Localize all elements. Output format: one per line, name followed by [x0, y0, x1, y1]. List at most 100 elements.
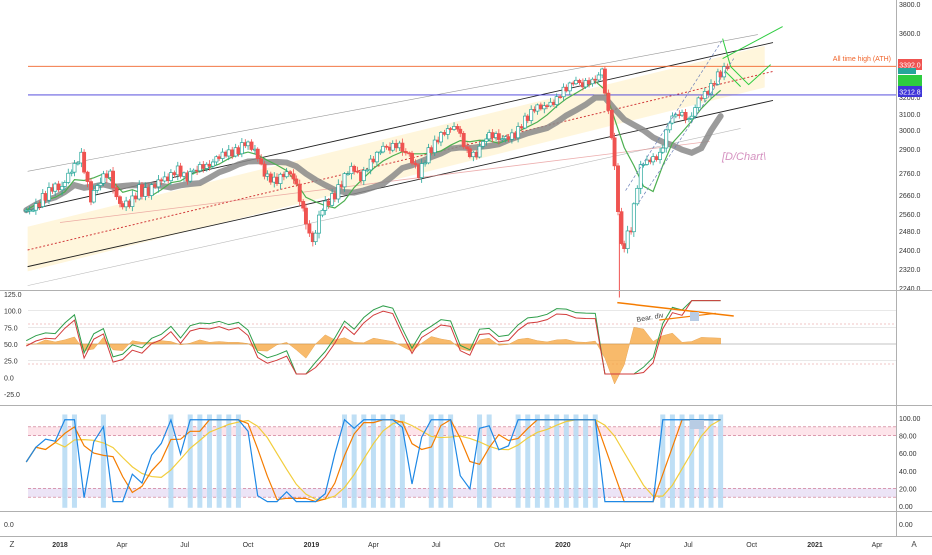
ath-price-badge-text: 3392.0 [899, 63, 921, 70]
stoch-highlight-bar [525, 414, 531, 508]
candle-down [413, 162, 418, 166]
price-tick-label: 2320.0 [899, 267, 921, 274]
candle-down [564, 86, 569, 92]
candle-up [66, 172, 71, 183]
candle-up [509, 132, 514, 140]
stoch-highlight-bar [226, 414, 232, 508]
price-tick-label: 2660.0 [899, 193, 921, 200]
candle-up [554, 96, 559, 105]
candle-down [249, 141, 254, 150]
bottom-tick-label-right: 0.00 [899, 522, 913, 529]
stoch-tick-label: 0.00 [899, 504, 913, 511]
stoch-highlight-bar [370, 414, 376, 508]
stoch-last-value-marker [690, 420, 704, 429]
candle-up [60, 186, 65, 191]
candle-up [651, 156, 656, 163]
candle-down [301, 201, 306, 209]
stoch-highlight-bar [361, 414, 367, 508]
corner-right-a[interactable]: A [911, 540, 917, 549]
bottom-panel[interactable] [28, 512, 896, 536]
stoch-highlight-bar [669, 414, 675, 508]
stoch-tick-label: 100.00 [899, 416, 921, 423]
candle-up [62, 182, 67, 187]
time-tick-label: Apr [872, 542, 884, 549]
candle-up [330, 193, 335, 206]
candle-up [320, 210, 325, 216]
candle-down [455, 126, 460, 130]
stoch-highlight-bar [486, 414, 492, 508]
stoch-highlight-bar [718, 414, 724, 508]
candle-down [577, 79, 582, 84]
candle-down [303, 207, 308, 225]
candle-up [191, 169, 196, 173]
time-tick-label: Apr [368, 542, 380, 549]
candle-down [384, 145, 389, 148]
candle-up [346, 173, 350, 176]
price-tick-label: 3600.0 [899, 31, 921, 38]
osc-tick-label: 0.0 [4, 375, 14, 382]
candle-up [381, 145, 386, 153]
candle-up [567, 82, 572, 92]
stoch-highlight-bar [390, 414, 396, 508]
candle-up [635, 187, 640, 205]
candle-down [172, 172, 177, 176]
candle-up [583, 80, 588, 88]
candle-down [593, 78, 598, 81]
candle-down [616, 165, 620, 213]
stoch-highlight-bar [438, 414, 444, 508]
candle-down [114, 187, 119, 198]
candle-up [687, 118, 691, 120]
time-tick-label: Apr [117, 542, 129, 549]
candle-down [111, 170, 115, 189]
stoch-highlight-bar [592, 414, 598, 508]
time-tick-label: Jul [684, 542, 693, 549]
candle-up [660, 147, 665, 153]
candle-up [27, 209, 32, 212]
stoch-tick-label: 60.00 [899, 451, 917, 458]
stoch-highlight-bar [515, 414, 521, 508]
candle-up [529, 109, 534, 121]
candle-up [680, 112, 685, 116]
candle-up [542, 105, 547, 110]
candle-up [596, 74, 601, 81]
candle-up [715, 71, 720, 85]
candle-down [236, 147, 241, 155]
time-tick-label: Jul [432, 542, 441, 549]
osc-tick-label: -25.0 [4, 392, 20, 399]
bottom-tick-label-left: 0.0 [4, 522, 14, 529]
stoch-oversold-band [28, 488, 896, 498]
support-price-badge-text: 3212.8 [899, 90, 921, 97]
candle-up [481, 141, 485, 147]
candle-up [667, 122, 672, 131]
candle-up [188, 171, 193, 182]
osc-tick-label: 125.0 [4, 292, 22, 299]
candle-up [95, 185, 100, 191]
candle-up [471, 151, 476, 158]
stoch-highlight-bar [168, 414, 174, 508]
outer-channel-lower [27, 128, 741, 286]
candle-down [297, 183, 302, 202]
candle-down [606, 92, 611, 111]
candle-up [130, 195, 135, 207]
stoch-highlight-bar [563, 414, 569, 508]
candle-down [394, 143, 399, 149]
candle-up [390, 143, 395, 151]
stoch-highlight-bar [399, 414, 405, 508]
corner-left-z[interactable]: Z [10, 540, 15, 549]
stoch-highlight-bar [573, 414, 579, 508]
stoch-highlight-bar [477, 414, 483, 508]
candle-down [699, 97, 704, 100]
stoch-highlight-bar [534, 414, 540, 508]
candle-down [490, 132, 495, 139]
candle-down [85, 171, 90, 182]
stoch-highlight-bar [679, 414, 685, 508]
candle-up [220, 151, 225, 159]
stoch-slow-line [25, 419, 721, 500]
candle-up [696, 97, 701, 108]
candle-up [143, 187, 148, 197]
candle-down [355, 170, 360, 173]
price-tick-label: 3200.0 [899, 95, 921, 102]
channel-band [27, 45, 765, 272]
candle-down [448, 128, 453, 130]
candle-down [654, 156, 659, 160]
